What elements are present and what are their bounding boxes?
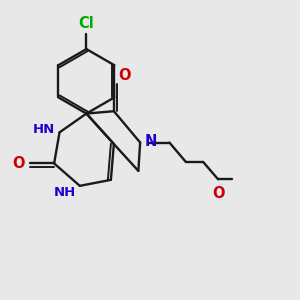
Text: N: N: [144, 134, 157, 149]
Text: O: O: [12, 156, 25, 171]
Text: HN: HN: [33, 124, 55, 136]
Text: Cl: Cl: [79, 16, 94, 31]
Text: O: O: [212, 186, 224, 201]
Text: NH: NH: [54, 186, 76, 200]
Text: O: O: [118, 68, 131, 82]
